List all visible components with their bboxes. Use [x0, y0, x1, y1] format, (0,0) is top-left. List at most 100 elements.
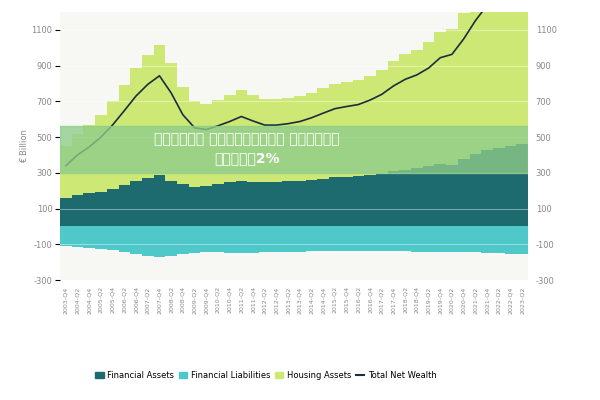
- Bar: [259, 99, 271, 182]
- Bar: [259, 226, 271, 252]
- Bar: [235, 226, 247, 253]
- Bar: [119, 85, 130, 185]
- Bar: [423, 42, 434, 166]
- Bar: [364, 175, 376, 226]
- Bar: [154, 226, 166, 257]
- Bar: [294, 181, 306, 226]
- Bar: [224, 95, 235, 182]
- Bar: [364, 76, 376, 175]
- Bar: [235, 90, 247, 181]
- Bar: [364, 226, 376, 251]
- Bar: [353, 80, 364, 176]
- Bar: [177, 184, 188, 226]
- Bar: [130, 226, 142, 254]
- Bar: [353, 176, 364, 226]
- Bar: [188, 226, 200, 253]
- Bar: [177, 87, 188, 184]
- Bar: [493, 0, 505, 148]
- Bar: [306, 226, 317, 252]
- Bar: [329, 226, 341, 251]
- Bar: [470, 226, 481, 252]
- Bar: [434, 164, 446, 226]
- Bar: [481, 150, 493, 226]
- Bar: [271, 226, 283, 252]
- Bar: [306, 180, 317, 226]
- Bar: [188, 187, 200, 226]
- Bar: [247, 226, 259, 253]
- Bar: [95, 226, 107, 249]
- Bar: [235, 181, 247, 226]
- Bar: [200, 186, 212, 226]
- Bar: [376, 70, 388, 174]
- Bar: [130, 181, 142, 226]
- Bar: [329, 84, 341, 177]
- Bar: [434, 32, 446, 164]
- Bar: [271, 182, 283, 226]
- Bar: [130, 68, 142, 181]
- Bar: [200, 226, 212, 252]
- Bar: [95, 115, 107, 192]
- Bar: [119, 226, 130, 252]
- Bar: [388, 226, 400, 251]
- Bar: [317, 226, 329, 251]
- Bar: [481, 226, 493, 253]
- Bar: [212, 184, 224, 226]
- Bar: [376, 226, 388, 251]
- Bar: [188, 101, 200, 187]
- Bar: [446, 29, 458, 165]
- Bar: [72, 195, 83, 226]
- Bar: [376, 174, 388, 226]
- Bar: [247, 94, 259, 182]
- Bar: [411, 226, 422, 252]
- Bar: [60, 146, 72, 198]
- Bar: [458, 13, 470, 159]
- Text: 间盘收涨逾2%: 间盘收涨逾2%: [214, 152, 280, 166]
- Bar: [400, 226, 411, 252]
- Bar: [517, 226, 528, 254]
- Bar: [212, 226, 224, 252]
- Bar: [341, 226, 353, 251]
- Bar: [388, 61, 400, 171]
- Bar: [166, 181, 177, 226]
- Bar: [119, 185, 130, 226]
- Bar: [411, 168, 422, 226]
- Bar: [154, 176, 166, 226]
- Bar: [142, 55, 154, 178]
- Bar: [400, 54, 411, 170]
- Bar: [505, 0, 517, 146]
- Bar: [294, 226, 306, 252]
- Bar: [107, 189, 119, 226]
- Bar: [224, 226, 235, 253]
- Y-axis label: € Billion: € Billion: [20, 129, 29, 163]
- Bar: [517, 0, 528, 144]
- Bar: [341, 82, 353, 177]
- Text: 炸股配资查询 供需基本面相对稳定 丁二烯橡胶日: 炸股配资查询 供需基本面相对稳定 丁二烯橡胶日: [154, 132, 340, 146]
- Bar: [283, 181, 294, 226]
- Bar: [224, 182, 235, 226]
- Bar: [83, 226, 95, 248]
- Bar: [505, 146, 517, 226]
- Bar: [177, 226, 188, 254]
- Bar: [411, 50, 422, 168]
- Bar: [470, 0, 481, 154]
- Bar: [446, 165, 458, 226]
- Bar: [505, 226, 517, 254]
- Bar: [446, 226, 458, 252]
- Bar: [95, 192, 107, 226]
- Bar: [294, 96, 306, 181]
- Bar: [423, 166, 434, 226]
- Bar: [107, 101, 119, 189]
- Bar: [400, 170, 411, 226]
- Bar: [283, 98, 294, 181]
- Bar: [329, 177, 341, 226]
- Legend: Financial Assets, Financial Liabilities, Housing Assets, Total Net Wealth: Financial Assets, Financial Liabilities,…: [92, 367, 440, 383]
- Bar: [72, 226, 83, 247]
- Bar: [60, 126, 528, 173]
- Bar: [142, 178, 154, 226]
- Bar: [60, 198, 72, 226]
- Bar: [517, 144, 528, 226]
- Bar: [83, 193, 95, 226]
- Bar: [481, 0, 493, 150]
- Bar: [423, 226, 434, 252]
- Bar: [306, 93, 317, 180]
